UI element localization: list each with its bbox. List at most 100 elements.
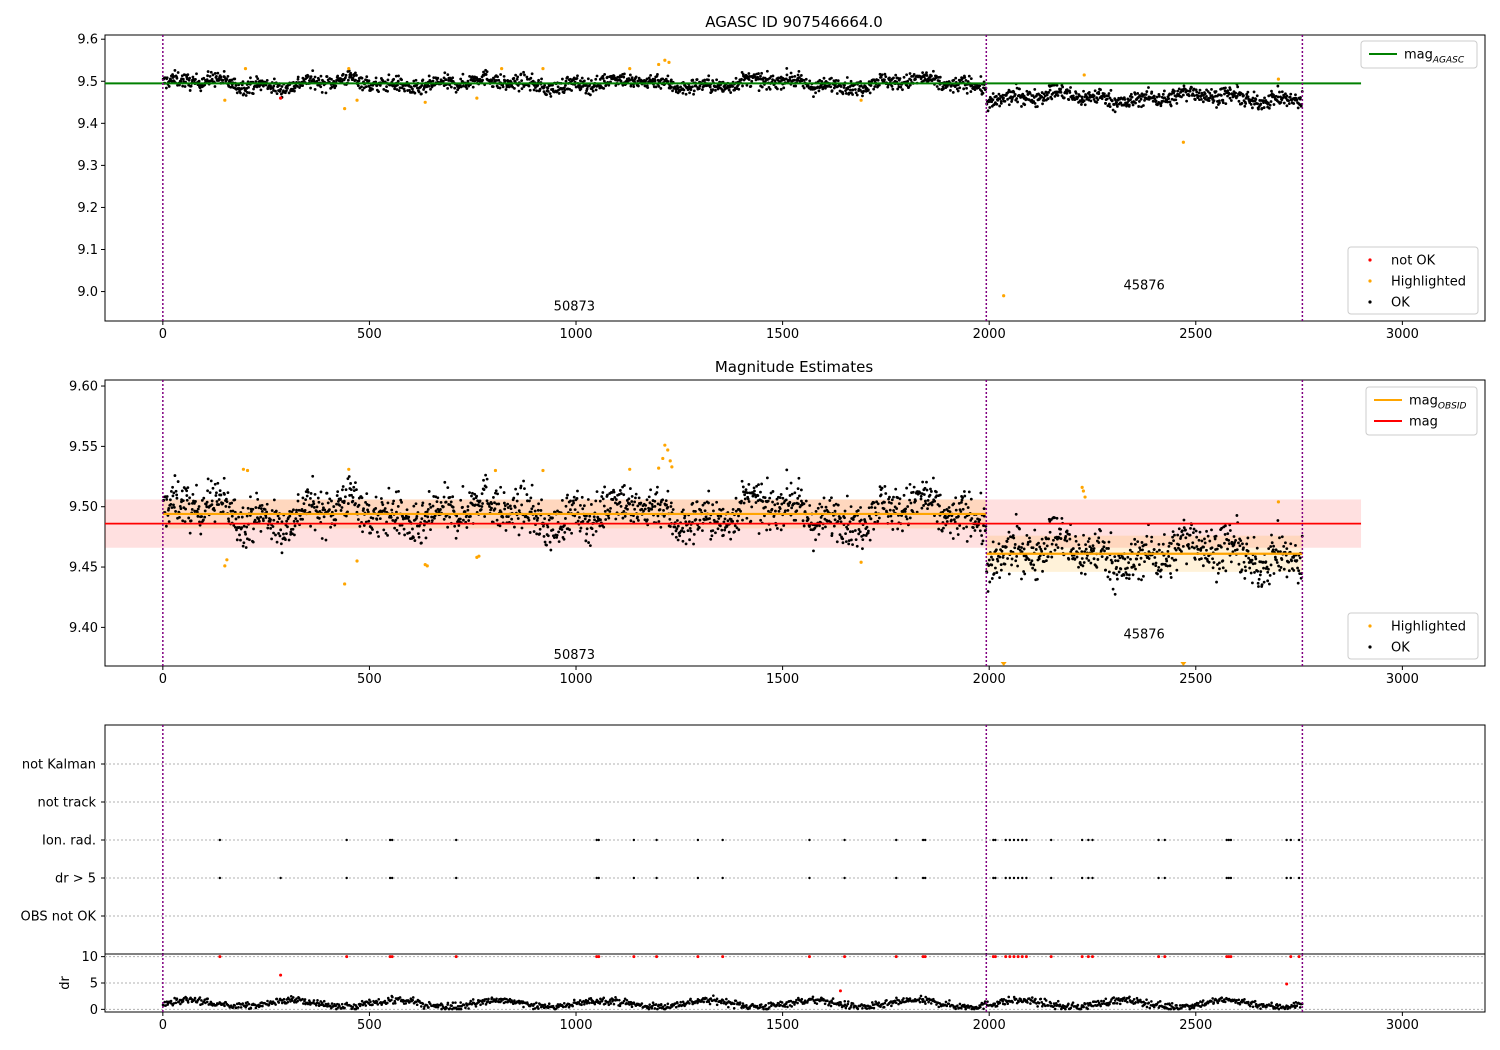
ok-point (244, 546, 248, 549)
ok-point (516, 75, 520, 79)
ok-point (988, 580, 992, 584)
ok-point (600, 495, 604, 498)
ok-point (1106, 575, 1110, 579)
ok-point (747, 500, 751, 503)
ok-point (1284, 96, 1288, 100)
ok-point (538, 87, 542, 91)
ok-point (436, 76, 440, 80)
ok-point (210, 499, 214, 503)
ok-point (1182, 518, 1186, 522)
ok-point (1251, 96, 1255, 100)
ok-point (279, 542, 283, 546)
ok-point (656, 78, 660, 82)
ok-point (1010, 563, 1013, 567)
ok-point (951, 537, 955, 540)
ok-point (1142, 104, 1145, 107)
ok-point (272, 84, 276, 88)
dr-point (368, 998, 371, 1002)
ok-point (1060, 546, 1064, 550)
ok-point (169, 490, 173, 493)
dr-point (427, 1006, 430, 1009)
flag-point (345, 876, 348, 880)
ok-point (997, 542, 1001, 546)
ok-point (1140, 578, 1143, 582)
ok-point (1221, 101, 1225, 104)
ok-point (707, 78, 710, 82)
ok-point (952, 78, 956, 82)
ok-point (991, 558, 995, 562)
ok-point (1197, 538, 1201, 542)
ok-point (1203, 92, 1207, 96)
ok-point (249, 76, 252, 80)
ok-point (1285, 104, 1289, 108)
ok-point (868, 538, 872, 542)
flag-row-label: OBS not OK (21, 910, 97, 925)
ok-point (994, 566, 997, 570)
legend-box (1360, 40, 1478, 69)
dr-point (287, 998, 291, 1001)
ok-point (204, 502, 208, 506)
ok-point (196, 514, 200, 518)
ok-point (704, 515, 708, 519)
dr-point (419, 1005, 423, 1008)
dr-point (317, 1004, 321, 1008)
ok-point (361, 530, 364, 534)
highlighted-point (423, 100, 427, 104)
ok-point (966, 506, 970, 509)
highlighted-point (245, 468, 250, 473)
highlighted-point (475, 96, 479, 100)
ok-point (834, 502, 838, 506)
ok-point (1251, 106, 1254, 110)
ok-point (783, 509, 787, 513)
ok-point (175, 493, 179, 497)
ok-point (1109, 558, 1113, 562)
ok-point (467, 519, 471, 522)
ok-point (1158, 548, 1161, 552)
ok-point (765, 87, 769, 91)
highlighted-point (1276, 500, 1281, 504)
ok-point (1080, 571, 1083, 575)
ok-point (516, 492, 520, 496)
ok-point (904, 515, 908, 519)
ok-point (526, 499, 529, 503)
legend-label: Highlighted (1391, 275, 1466, 290)
ok-point (400, 500, 403, 504)
ok-point (1255, 94, 1259, 98)
dr-point (393, 999, 397, 1003)
ok-point (504, 529, 508, 532)
ok-point (722, 520, 726, 524)
dr-point (393, 1001, 397, 1005)
ok-point (1028, 92, 1032, 95)
ok-point (543, 84, 547, 87)
ok-point (742, 501, 746, 505)
ok-point (240, 526, 244, 530)
ok-point (187, 516, 191, 520)
ok-point (1174, 558, 1178, 562)
ok-point (973, 88, 977, 91)
ok-point (1088, 545, 1092, 549)
ok-point (396, 79, 400, 83)
highlighted-point (667, 60, 671, 64)
ok-point (925, 71, 928, 75)
ok-point (1004, 545, 1008, 549)
ok-point (642, 509, 645, 513)
ok-point (537, 78, 540, 82)
ok-point (891, 87, 895, 91)
ok-point (1197, 94, 1200, 98)
dr-point (334, 1004, 338, 1008)
ok-point (1246, 549, 1250, 553)
ok-point (1165, 559, 1169, 563)
ok-point (285, 532, 288, 536)
ok-point (252, 87, 255, 91)
flag-point (1229, 838, 1233, 842)
ok-point (1144, 543, 1148, 547)
ok-point (589, 79, 593, 82)
ok-point (375, 517, 379, 521)
ok-point (580, 76, 584, 80)
dr-point (415, 1003, 419, 1007)
ok-point (1080, 557, 1084, 560)
ok-point (338, 504, 342, 507)
ok-point (1087, 98, 1091, 102)
ok-point (377, 535, 380, 538)
x-tick-label: 500 (357, 1018, 382, 1033)
